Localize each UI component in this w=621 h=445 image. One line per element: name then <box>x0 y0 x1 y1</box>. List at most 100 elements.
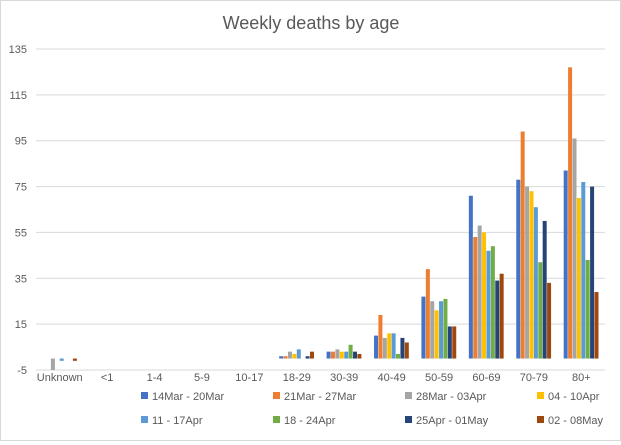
x-tick-label: 40-49 <box>378 372 406 384</box>
legend-swatch-5 <box>273 416 280 423</box>
bar-80-series-1 <box>568 67 573 359</box>
bar-5059-series-0 <box>421 296 426 359</box>
bar-6069-series-2 <box>477 225 482 359</box>
y-tick-label: 35 <box>15 273 27 285</box>
bar-3039-series-5 <box>348 344 353 359</box>
bar-80-series-7 <box>594 292 599 359</box>
bar-80-series-0 <box>563 170 568 359</box>
legend-swatch-3 <box>537 392 544 399</box>
y-tick-label: 95 <box>15 136 27 148</box>
bar-6069-series-3 <box>482 232 487 359</box>
bar-80-series-2 <box>572 138 577 359</box>
y-tick-label: 75 <box>15 182 27 194</box>
y-tick-label: 135 <box>9 44 27 56</box>
bar-7079-series-4 <box>533 207 538 359</box>
bar-1829-series-6 <box>305 356 310 359</box>
bar-3039-series-4 <box>344 351 349 359</box>
bar-4049-series-7 <box>404 342 409 359</box>
y-tick-label: 115 <box>9 90 27 102</box>
legend-label-3: 04 - 10Apr <box>548 391 600 403</box>
bar-3039-series-1 <box>331 351 336 359</box>
bar-Unknown-series-7 <box>72 358 77 361</box>
y-axis-tick-labels: -5 15 35 55 75 95 115 135 <box>9 44 27 377</box>
bar-4049-series-5 <box>396 353 401 359</box>
bar-7079-series-3 <box>529 191 534 359</box>
legend-swatch-7 <box>537 416 544 423</box>
bar-3039-series-0 <box>326 351 331 359</box>
legend-label-7: 02 - 08May <box>548 415 604 427</box>
bar-1829-series-2 <box>287 351 292 359</box>
x-tick-label: 1-4 <box>147 372 163 384</box>
legend-label-4: 11 - 17Apr <box>152 415 203 427</box>
bar-4049-series-2 <box>382 337 387 359</box>
bar-4049-series-6 <box>400 337 405 359</box>
legend-label-5: 18 - 24Apr <box>284 415 336 427</box>
bar-4049-series-3 <box>387 333 392 359</box>
legend-label-6: 25Apr - 01May <box>416 415 489 427</box>
bar-3039-series-3 <box>339 351 344 359</box>
bar-80-series-6 <box>590 186 595 359</box>
bar-7079-series-0 <box>516 179 521 359</box>
x-tick-label: 10-17 <box>235 372 263 384</box>
bar-5059-series-4 <box>439 301 444 359</box>
bar-4049-series-0 <box>374 335 379 359</box>
bar-1829-series-0 <box>279 356 284 359</box>
x-tick-label: Unknown <box>37 372 83 384</box>
x-tick-label: 30-39 <box>330 372 358 384</box>
x-axis-tick-labels: Unknown <1 1-4 5-9 10-17 18-29 30-39 40-49 50-59… <box>37 372 591 384</box>
x-tick-label: 70-79 <box>520 372 548 384</box>
legend-swatch-4 <box>141 416 148 423</box>
x-tick-label: 18-29 <box>283 372 311 384</box>
bar-1829-series-4 <box>296 349 301 359</box>
bar-5059-series-7 <box>452 326 457 359</box>
legend-label-1: 21Mar - 27Mar <box>284 391 356 403</box>
legend: 14Mar - 20Mar 21Mar - 27Mar 28Mar - 03Apr 0… <box>141 391 604 427</box>
bar-80-series-4 <box>581 181 586 359</box>
x-tick-label: <1 <box>101 372 114 384</box>
bar-5059-series-5 <box>443 298 448 359</box>
legend-label-2: 28Mar - 03Apr <box>416 391 487 403</box>
gridlines <box>36 48 605 371</box>
bar-7079-series-7 <box>547 282 552 359</box>
y-tick-label: 55 <box>15 227 27 239</box>
bar-Unknown-series-4 <box>59 358 64 361</box>
bar-4049-series-1 <box>378 314 383 359</box>
legend-swatch-2 <box>405 392 412 399</box>
bar-6069-series-0 <box>468 195 473 359</box>
bar-1829-series-7 <box>309 351 314 359</box>
bar-Unknown-series-2 <box>50 358 55 370</box>
bar-80-series-5 <box>585 259 590 359</box>
bar-5059-series-6 <box>447 326 452 359</box>
x-tick-label: 50-59 <box>425 372 453 384</box>
bar-7079-series-2 <box>525 186 530 359</box>
bars <box>50 67 599 370</box>
legend-swatch-1 <box>273 392 280 399</box>
legend-swatch-6 <box>405 416 412 423</box>
bar-7079-series-6 <box>542 220 547 359</box>
bar-6069-series-5 <box>490 246 495 359</box>
bar-7079-series-1 <box>520 131 525 359</box>
chart-title: Weekly deaths by age <box>223 13 400 33</box>
bar-5059-series-2 <box>430 301 435 359</box>
legend-label-0: 14Mar - 20Mar <box>152 391 224 403</box>
bar-4049-series-4 <box>391 333 396 359</box>
bar-5059-series-1 <box>425 269 430 359</box>
x-tick-label: 5-9 <box>194 372 210 384</box>
bar-3039-series-7 <box>357 353 362 359</box>
bar-6069-series-1 <box>473 237 478 359</box>
bar-6069-series-7 <box>499 273 504 359</box>
legend-swatch-0 <box>141 392 148 399</box>
bar-3039-series-6 <box>353 351 358 359</box>
y-tick-label: 15 <box>15 319 27 331</box>
x-tick-label: 60-69 <box>472 372 500 384</box>
y-tick-label: -5 <box>17 365 27 377</box>
x-tick-label: 80+ <box>572 372 591 384</box>
bar-5059-series-3 <box>434 310 439 359</box>
bar-3039-series-2 <box>335 349 340 359</box>
bar-6069-series-4 <box>486 250 491 359</box>
bar-1829-series-3 <box>292 353 297 359</box>
bar-80-series-3 <box>576 198 581 359</box>
bar-6069-series-6 <box>495 280 500 359</box>
